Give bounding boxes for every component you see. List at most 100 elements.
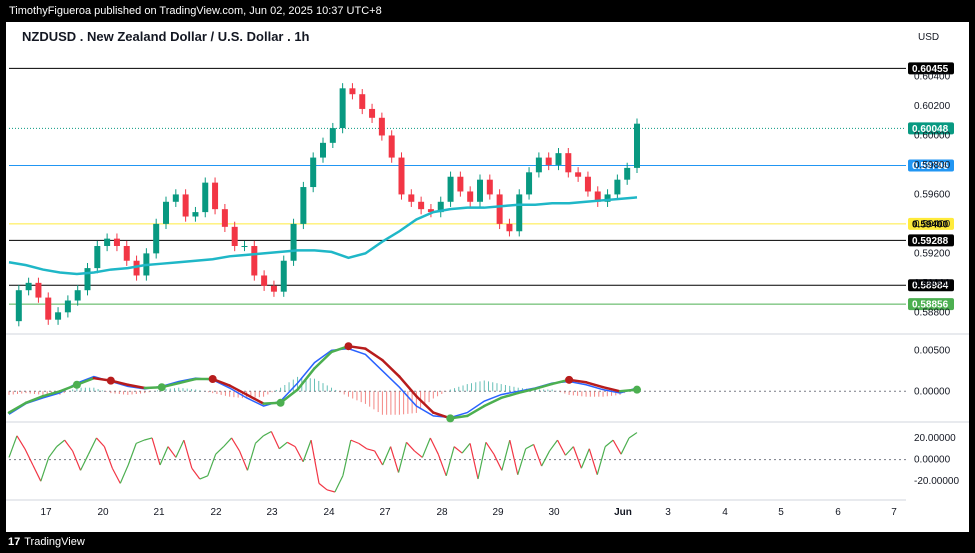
candle-body xyxy=(555,153,562,165)
rsi-segment xyxy=(191,467,201,480)
rsi-segment xyxy=(421,437,431,458)
candle-body xyxy=(427,209,434,213)
rsi-segment xyxy=(485,441,495,455)
time-tick-label: 29 xyxy=(492,507,504,518)
rsi-segment xyxy=(159,446,169,466)
candle-body xyxy=(231,226,238,246)
footer-bar: 17 TradingView xyxy=(0,532,975,553)
rsi-segment xyxy=(270,431,280,450)
rsi-segment xyxy=(16,435,26,450)
rsi-segment xyxy=(167,446,177,458)
candle-body xyxy=(221,209,228,227)
published-text: TimothyFigueroa published on TradingView… xyxy=(9,5,382,17)
rsi-segment xyxy=(135,439,145,444)
macd-signal-segment xyxy=(398,375,418,398)
candle-body xyxy=(584,176,591,192)
rsi-segment xyxy=(215,446,225,455)
candle-body xyxy=(594,191,601,202)
candle-body xyxy=(467,191,474,202)
candle-body xyxy=(604,194,611,202)
candle-body xyxy=(212,182,219,210)
moving-average-line xyxy=(8,196,638,276)
rsi-segment xyxy=(40,457,50,482)
macd-signal-segment xyxy=(584,381,605,389)
price-tag-label: 0.60048 xyxy=(912,124,949,135)
candle-body xyxy=(486,179,493,195)
rsi-segment xyxy=(620,437,630,455)
candle-body xyxy=(418,201,425,210)
rsi-segment xyxy=(238,450,249,471)
macd-signal-segment xyxy=(24,394,45,405)
candle-body xyxy=(447,176,454,202)
candle-body xyxy=(359,94,366,109)
currency-label: USD xyxy=(918,32,939,43)
rsi-segment xyxy=(358,442,368,450)
price-tick-label: 0.59800 xyxy=(914,160,951,171)
time-tick-label: 21 xyxy=(153,507,165,518)
time-tick-label: 22 xyxy=(210,507,222,518)
candle-body xyxy=(182,194,189,217)
rsi-segment xyxy=(64,439,74,452)
macd-signal-segment xyxy=(601,385,622,393)
rsi-segment xyxy=(32,464,42,482)
time-tick-label: 4 xyxy=(722,507,728,518)
rsi-segment xyxy=(477,442,487,480)
macd-signal-segment xyxy=(296,367,316,391)
candle-body xyxy=(172,194,179,202)
price-tag-label: 0.59288 xyxy=(912,236,949,247)
price-tag-bg xyxy=(908,298,954,311)
macd-signal-segment xyxy=(533,382,554,391)
candle-body xyxy=(113,238,120,246)
candle-body xyxy=(64,300,71,313)
time-tick-label: 23 xyxy=(266,507,278,518)
rsi-tick-label: 20.00000 xyxy=(914,433,956,444)
rsi-segment xyxy=(80,453,90,471)
candle-body xyxy=(369,108,376,118)
rsi-segment xyxy=(382,446,392,466)
rsi-segment xyxy=(318,482,328,491)
price-tag-bg xyxy=(908,217,954,230)
rsi-segment xyxy=(501,439,511,471)
rsi-segment xyxy=(103,446,113,469)
candle-body xyxy=(496,194,503,224)
macd-signal-segment xyxy=(41,390,62,398)
candle-body xyxy=(15,290,22,322)
macd-signal-segment xyxy=(364,347,384,362)
time-tick-label: 5 xyxy=(778,507,784,518)
rsi-segment xyxy=(127,443,137,466)
candle-body xyxy=(378,117,385,136)
price-tag-label: 0.59400 xyxy=(912,219,949,230)
candle-body xyxy=(163,201,169,224)
candle-body xyxy=(477,179,483,202)
rsi-segment xyxy=(549,439,558,452)
rsi-segment xyxy=(445,446,455,476)
rsi-segment xyxy=(406,441,415,452)
rsi-segment xyxy=(588,448,598,475)
candle-body xyxy=(614,179,621,195)
macd-crossover-dot xyxy=(276,398,285,407)
price-tag-bg xyxy=(908,122,954,135)
rsi-segment xyxy=(437,453,447,476)
candle-body xyxy=(153,223,160,254)
rsi-segment xyxy=(366,448,375,452)
candle-body xyxy=(437,201,444,213)
candle-body xyxy=(634,123,640,168)
macd-tick-label: 0.00500 xyxy=(914,345,951,356)
macd-crossover-dot xyxy=(157,383,166,392)
macd-crossover-dot xyxy=(106,376,115,385)
rsi-segment xyxy=(326,489,336,493)
candle-body xyxy=(310,157,317,188)
rsi-segment xyxy=(517,448,527,475)
candle-body xyxy=(35,282,42,298)
time-tick-label: 6 xyxy=(835,507,841,518)
rsi-segment xyxy=(223,437,233,448)
rsi-segment xyxy=(199,475,208,480)
rsi-segment xyxy=(255,435,264,444)
footer-brand: TradingView xyxy=(24,536,85,548)
rsi-segment xyxy=(207,453,217,476)
candle-body xyxy=(25,282,32,291)
price-tick-label: 0.58800 xyxy=(914,307,951,318)
rsi-segment xyxy=(461,442,471,454)
rsi-segment xyxy=(48,446,58,458)
